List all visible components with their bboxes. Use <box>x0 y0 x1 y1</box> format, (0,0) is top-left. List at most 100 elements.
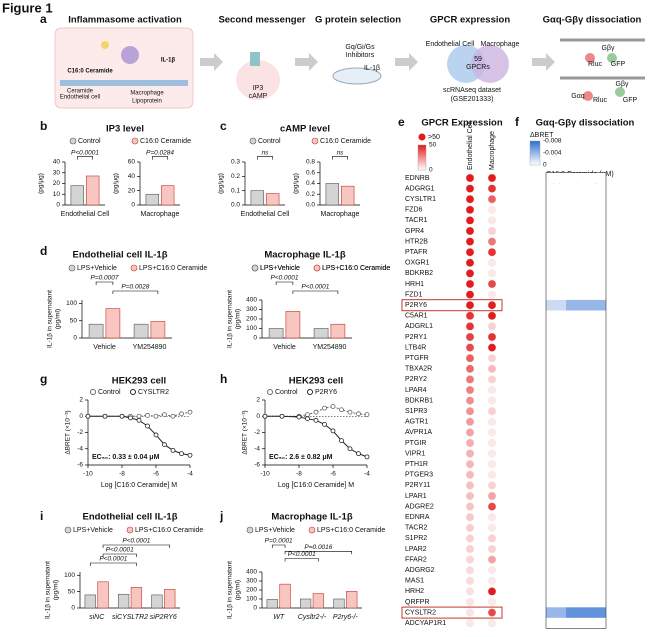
y-tick-label: 200 <box>246 587 257 594</box>
arrow <box>532 53 555 71</box>
legend-label: >50 <box>428 134 440 141</box>
diagram-label: IL-1β <box>161 58 176 64</box>
row-label: TACR1 <box>405 217 428 224</box>
heatmap-cell <box>566 617 586 629</box>
expression-dot <box>465 343 475 352</box>
expression-dot <box>465 354 475 363</box>
expression-dot <box>487 301 497 310</box>
heatmap-cell <box>546 427 566 438</box>
expression-dot <box>487 566 497 575</box>
expression-dot <box>465 322 475 331</box>
p-value: P<0.0001 <box>122 538 150 545</box>
legend-label: LPS+C16:0 Ceramide <box>322 265 390 272</box>
y-tick-label: 0 <box>256 413 260 420</box>
heatmap-cell <box>546 543 566 555</box>
heatmap-cell <box>566 511 586 523</box>
y-tick-label: 400 <box>246 297 257 304</box>
significance-bracket <box>284 551 353 555</box>
expression-dot <box>465 226 475 236</box>
data-point <box>313 417 319 423</box>
data-point <box>356 411 361 417</box>
row-label: ADGRG1 <box>405 185 435 192</box>
expression-dot <box>465 428 475 437</box>
heatmap-cell <box>546 575 566 587</box>
data-point <box>187 452 193 458</box>
heatmap-cell <box>586 522 606 534</box>
heatmap-cell <box>566 310 586 322</box>
g-protein-icon <box>607 53 617 63</box>
category-label: WT <box>273 614 285 621</box>
row-label: ADGRG2 <box>405 567 435 574</box>
data-point <box>136 413 142 419</box>
row-label: MAS1 <box>405 578 424 585</box>
panel-label: d <box>40 244 47 258</box>
data-point <box>322 405 327 411</box>
expression-dot <box>465 258 475 267</box>
panel-label: a <box>40 12 47 26</box>
data-point <box>145 413 150 418</box>
panel-title: Endothelial cell IL-1β <box>82 512 177 523</box>
row-label: ADCYAP1R1 <box>405 620 446 627</box>
heatmap-cell <box>546 193 566 205</box>
expression-dot <box>487 195 497 204</box>
y-tick-label: 300 <box>246 578 257 585</box>
heatmap-cell <box>566 480 586 491</box>
panel-label: c <box>220 119 227 133</box>
expression-dot <box>487 619 497 628</box>
y-axis-label: IL-1β in supernatant <box>227 290 234 348</box>
panel-label: e <box>398 115 405 129</box>
legend-label: CYSLTR2 <box>138 389 169 396</box>
heatmap-cell <box>546 586 566 597</box>
bar <box>117 593 130 609</box>
bar <box>145 193 160 206</box>
legend-swatch <box>246 526 254 534</box>
category-label: Macrophage <box>321 211 360 218</box>
data-point <box>85 413 91 419</box>
legend-label: LPS+C16:0 Ceramide <box>317 527 385 534</box>
heatmap-cell <box>586 374 606 385</box>
receptor-icon <box>250 52 260 66</box>
diagram-label: scRNAseq dataset <box>443 87 501 94</box>
expression-dot <box>487 470 497 479</box>
p-value: P<0.0001 <box>270 275 298 282</box>
expression-dot <box>465 364 475 373</box>
bar <box>279 583 291 609</box>
legend-title: ΔBRET <box>530 132 554 139</box>
heatmap-cell <box>546 607 566 618</box>
heatmap-cell <box>566 374 586 385</box>
row-label: PTGER3 <box>405 472 433 479</box>
data-point <box>339 438 344 444</box>
expression-dot <box>487 417 497 426</box>
category-label: Vehicle <box>273 344 296 351</box>
heatmap-cell <box>546 236 566 247</box>
heatmap-cell <box>586 278 606 290</box>
row-label: OXGR1 <box>405 260 430 267</box>
category-label: Cysltr2-/- <box>298 614 327 621</box>
y-axis-label: (pg/μg) <box>38 173 45 194</box>
bar <box>150 321 166 339</box>
x-tick-label: -6 <box>330 471 336 478</box>
data-point <box>187 409 193 415</box>
heatmap-cell <box>546 183 566 194</box>
y-axis-label: ΔBRET (×10⁻³) <box>242 410 249 454</box>
y-tick-label: 300 <box>246 306 257 313</box>
heatmap-cell <box>546 352 566 364</box>
y-axis-label: (pg/ml) <box>235 580 242 600</box>
data-point <box>330 404 336 409</box>
heatmap-cell <box>546 448 566 459</box>
significance-bracket <box>102 553 137 557</box>
row-label: ADGRE2 <box>405 503 434 510</box>
heatmap-cell <box>546 405 566 417</box>
y-axis-label: IL-1β in supernatant <box>227 561 234 619</box>
category-label: Vehicle <box>93 344 116 351</box>
diagram-label: Endothelial cell <box>60 95 100 101</box>
bar <box>285 311 301 339</box>
y-axis-label: IL-1β in supernatant <box>47 290 54 348</box>
heatmap-cell <box>546 257 566 269</box>
expression-dot <box>465 502 475 511</box>
heatmap-cell <box>586 490 606 502</box>
expression-dot <box>487 491 497 501</box>
legend-swatch <box>267 389 273 395</box>
bar <box>313 328 329 339</box>
heatmap-cell <box>546 511 566 523</box>
